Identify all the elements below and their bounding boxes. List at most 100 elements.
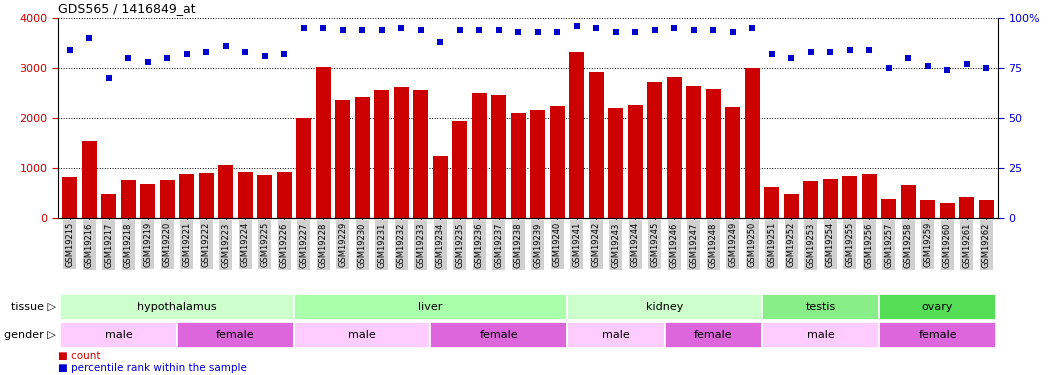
Point bbox=[978, 65, 995, 71]
Point bbox=[393, 25, 410, 31]
Point bbox=[705, 27, 722, 33]
Point bbox=[119, 55, 136, 61]
Bar bbox=[762, 294, 879, 321]
Point bbox=[822, 49, 838, 55]
Bar bbox=[433, 156, 447, 218]
Point bbox=[314, 25, 331, 31]
Point bbox=[217, 43, 234, 49]
Text: hypothalamus: hypothalamus bbox=[137, 302, 217, 312]
Text: male: male bbox=[602, 330, 630, 340]
Text: female: female bbox=[216, 330, 255, 340]
Point bbox=[101, 75, 117, 81]
Bar bbox=[960, 196, 974, 218]
Bar bbox=[648, 82, 662, 218]
Text: tissue ▷: tissue ▷ bbox=[10, 302, 56, 312]
Bar bbox=[725, 107, 740, 218]
Bar bbox=[121, 180, 135, 218]
Point bbox=[588, 25, 605, 31]
Text: male: male bbox=[105, 330, 132, 340]
Bar bbox=[60, 321, 177, 348]
Bar bbox=[979, 200, 994, 218]
Bar bbox=[102, 194, 116, 218]
Point bbox=[744, 25, 761, 31]
Bar bbox=[472, 93, 486, 218]
Text: ovary: ovary bbox=[922, 302, 954, 312]
Bar bbox=[764, 187, 779, 218]
Bar bbox=[628, 105, 642, 218]
Bar bbox=[413, 90, 428, 218]
Point bbox=[919, 63, 936, 69]
Bar bbox=[160, 180, 175, 218]
Bar bbox=[431, 321, 567, 348]
Point bbox=[842, 47, 858, 53]
Point bbox=[900, 55, 917, 61]
Bar bbox=[82, 141, 96, 218]
Point bbox=[627, 29, 643, 35]
Point bbox=[432, 39, 449, 45]
Point bbox=[783, 55, 800, 61]
Text: kidney: kidney bbox=[646, 302, 683, 312]
Point bbox=[139, 59, 156, 65]
Point bbox=[471, 27, 487, 33]
Text: female: female bbox=[479, 330, 518, 340]
Bar bbox=[277, 172, 291, 218]
Point bbox=[412, 27, 429, 33]
Bar bbox=[315, 67, 330, 218]
Point bbox=[608, 29, 625, 35]
Point bbox=[880, 65, 897, 71]
Point bbox=[803, 49, 820, 55]
Bar bbox=[664, 321, 762, 348]
Bar bbox=[550, 105, 565, 218]
Text: ■ percentile rank within the sample: ■ percentile rank within the sample bbox=[58, 363, 247, 373]
Point bbox=[860, 47, 877, 53]
Point bbox=[568, 23, 585, 29]
Bar bbox=[784, 194, 799, 218]
Bar bbox=[861, 174, 876, 218]
Bar bbox=[686, 86, 701, 218]
Bar bbox=[569, 52, 584, 218]
Point bbox=[257, 53, 274, 59]
Point bbox=[62, 47, 79, 53]
Bar bbox=[879, 294, 996, 321]
Bar bbox=[199, 173, 214, 218]
Point bbox=[237, 49, 254, 55]
Text: testis: testis bbox=[806, 302, 835, 312]
Bar bbox=[745, 68, 760, 218]
Point bbox=[647, 27, 663, 33]
Bar bbox=[374, 90, 389, 218]
Point bbox=[373, 27, 390, 33]
Bar bbox=[177, 321, 294, 348]
Bar bbox=[920, 200, 935, 218]
Point bbox=[159, 55, 176, 61]
Bar bbox=[823, 178, 837, 218]
Bar bbox=[218, 165, 233, 218]
Bar bbox=[804, 181, 818, 218]
Bar bbox=[335, 100, 350, 218]
Text: liver: liver bbox=[418, 302, 442, 312]
Point bbox=[452, 27, 468, 33]
Bar bbox=[881, 199, 896, 218]
Point bbox=[549, 29, 566, 35]
Bar bbox=[609, 108, 624, 218]
Point bbox=[490, 27, 507, 33]
Bar bbox=[667, 77, 681, 218]
Bar bbox=[294, 321, 431, 348]
Point bbox=[939, 67, 956, 73]
Bar bbox=[394, 87, 409, 218]
Bar bbox=[63, 177, 77, 218]
Point bbox=[529, 29, 546, 35]
Bar bbox=[179, 174, 194, 218]
Bar bbox=[567, 294, 762, 321]
Bar bbox=[297, 118, 311, 218]
Bar bbox=[940, 202, 955, 218]
Bar bbox=[453, 121, 467, 218]
Bar bbox=[567, 321, 664, 348]
Bar bbox=[589, 72, 604, 218]
Text: female: female bbox=[694, 330, 733, 340]
Point bbox=[510, 29, 527, 35]
Bar bbox=[492, 94, 506, 218]
Bar bbox=[60, 294, 294, 321]
Bar bbox=[238, 171, 253, 218]
Text: GDS565 / 1416849_at: GDS565 / 1416849_at bbox=[58, 3, 196, 15]
Point bbox=[959, 61, 976, 67]
